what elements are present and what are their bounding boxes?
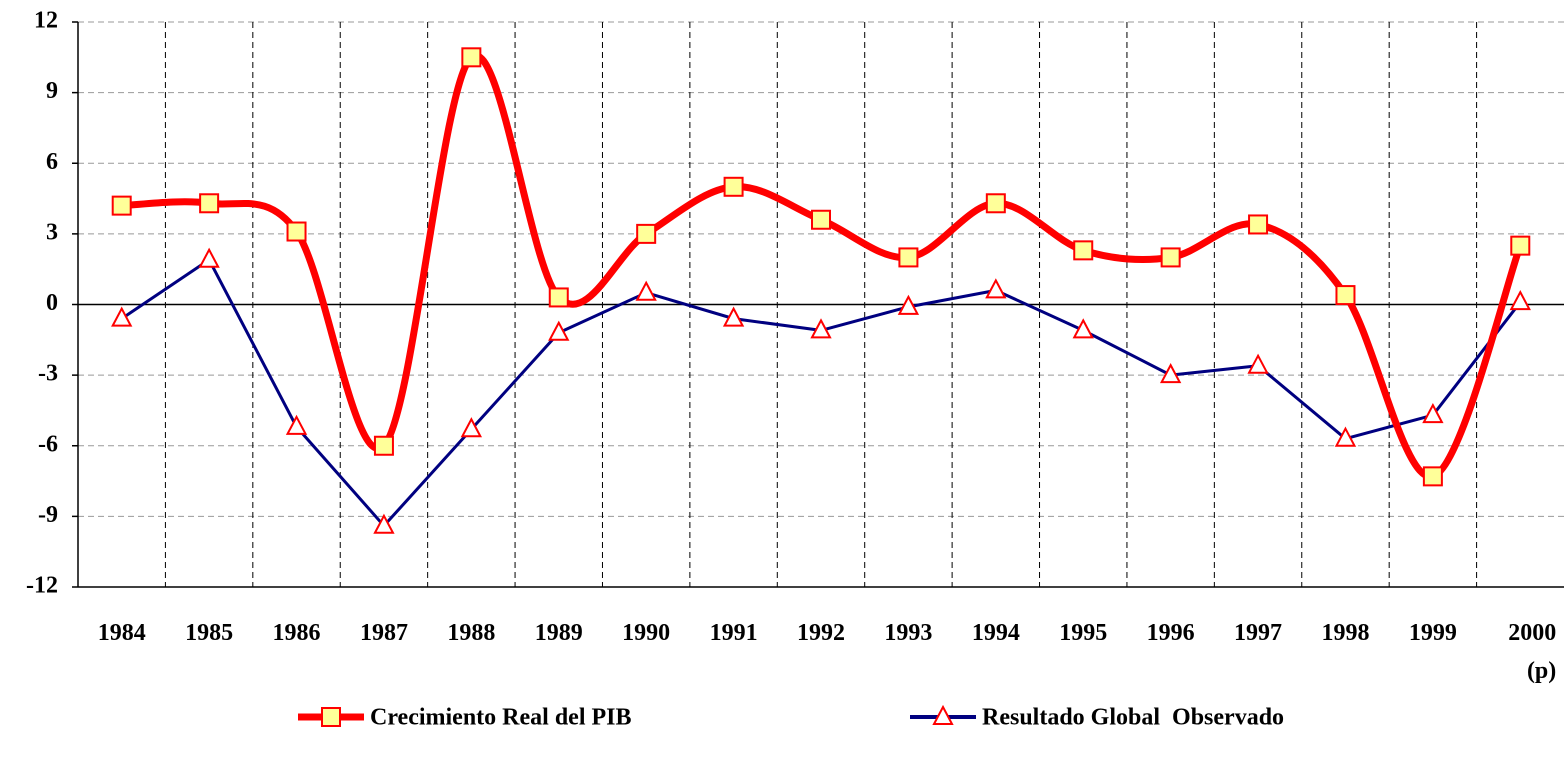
legend-marker — [932, 704, 954, 725]
y-tick-label: -3 — [38, 361, 58, 387]
legend-label: Crecimiento Real del PIB — [370, 705, 632, 731]
x-tick-label: 1998 — [1321, 620, 1370, 646]
y-tick-label: -9 — [38, 502, 58, 528]
x-tick-label: 1993 — [884, 620, 933, 646]
x-tick-label: 1985 — [185, 620, 234, 646]
y-tick-label: 9 — [46, 78, 58, 104]
marker — [1160, 247, 1181, 268]
marker — [1422, 403, 1444, 424]
marker — [722, 306, 745, 327]
x-tick-label: 1986 — [272, 620, 321, 646]
marker — [985, 193, 1006, 214]
marker — [548, 320, 570, 341]
x-tick-label: 1992 — [797, 620, 845, 646]
marker — [1073, 240, 1094, 261]
x-tick-label: 1984 — [97, 620, 146, 646]
marker — [198, 247, 220, 268]
marker — [636, 223, 657, 244]
x-tick-label: 1987 — [359, 620, 408, 646]
marker — [1248, 214, 1269, 235]
marker — [1247, 353, 1269, 374]
marker — [373, 435, 394, 456]
x-tick-label: 1996 — [1146, 620, 1195, 646]
y-tick-label: 12 — [34, 8, 58, 34]
marker — [111, 306, 133, 327]
series-line — [120, 258, 1522, 528]
marker — [723, 176, 744, 197]
x-tick-label: 1991 — [709, 620, 758, 646]
marker — [461, 47, 482, 68]
x-tick-label: 1990 — [622, 620, 671, 646]
marker — [1510, 235, 1531, 256]
y-tick-label: 3 — [46, 219, 58, 245]
marker — [1509, 290, 1531, 311]
marker — [285, 414, 308, 435]
marker — [898, 247, 919, 268]
y-tick-label: -6 — [38, 431, 58, 457]
legend-marker — [321, 707, 341, 727]
marker — [111, 195, 132, 216]
x-tick-label: 1988 — [447, 620, 496, 646]
marker — [897, 294, 920, 315]
marker — [199, 193, 220, 214]
x-tick-label: 1997 — [1234, 620, 1283, 646]
marker — [1335, 285, 1356, 306]
marker — [635, 280, 657, 301]
y-tick-label: -12 — [26, 573, 58, 599]
marker — [373, 513, 395, 534]
x-tick-label: 1994 — [971, 620, 1020, 646]
marker — [460, 417, 483, 438]
marker — [548, 287, 569, 308]
marker — [985, 278, 1007, 299]
marker — [1159, 362, 1182, 384]
marker — [811, 209, 831, 230]
series-line — [121, 52, 1524, 480]
x-tick-label: 2000 (p) — [1508, 620, 1557, 684]
y-tick-label: 0 — [46, 290, 58, 316]
legend-label: Resultado Global Observado — [982, 705, 1284, 731]
marker — [810, 318, 832, 339]
x-tick-label: 1995 — [1059, 620, 1108, 646]
y-tick-label: 6 — [46, 149, 58, 175]
x-tick-label: 1999 — [1408, 620, 1457, 646]
marker — [1072, 318, 1094, 339]
marker — [286, 221, 307, 242]
x-tick-label: 1989 — [534, 620, 583, 646]
marker — [1334, 426, 1357, 447]
marker — [1422, 466, 1443, 487]
